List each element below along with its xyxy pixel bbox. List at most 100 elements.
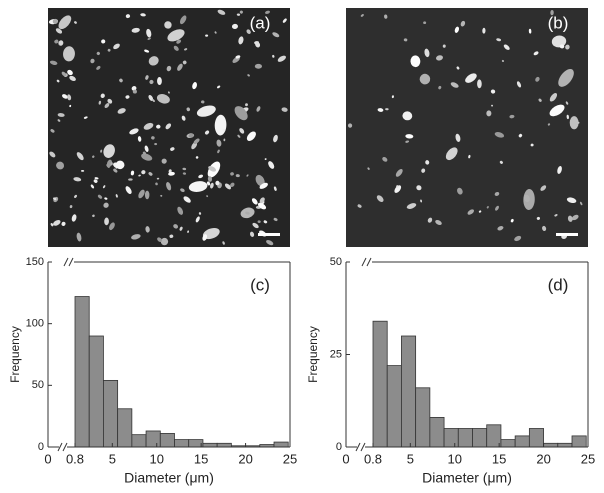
particle <box>217 9 226 15</box>
particle <box>273 217 278 221</box>
particle <box>71 214 77 222</box>
particle <box>107 98 113 104</box>
particle <box>265 10 270 14</box>
particle <box>518 133 523 138</box>
particle <box>478 210 482 213</box>
particle <box>186 107 191 112</box>
particle <box>146 28 152 38</box>
particle <box>282 18 287 23</box>
particle <box>148 94 154 101</box>
particle <box>177 206 184 215</box>
particle <box>148 56 159 66</box>
particle <box>125 186 132 195</box>
particle <box>76 152 84 161</box>
particle <box>131 27 140 33</box>
particle <box>164 21 172 29</box>
y-tick-label: 50 <box>330 256 342 268</box>
x-tick-label: 5 <box>109 451 116 466</box>
particle <box>460 20 466 27</box>
particle <box>528 28 532 34</box>
particle <box>257 202 267 210</box>
particle <box>69 104 72 108</box>
y-tick-label: 100 <box>26 318 44 330</box>
particle <box>535 76 540 82</box>
particle <box>113 43 120 50</box>
particle <box>405 134 414 139</box>
particle <box>245 211 250 215</box>
break-mark <box>366 257 372 267</box>
panel-label: (a) <box>250 13 271 32</box>
bar <box>159 433 175 448</box>
break-gap <box>357 444 365 450</box>
particle <box>259 197 265 204</box>
particle <box>491 104 493 107</box>
particle <box>360 14 364 17</box>
particle <box>101 39 106 44</box>
panel-label: (b) <box>548 13 569 32</box>
particle <box>104 197 108 200</box>
particle <box>206 181 211 186</box>
particle <box>245 103 248 107</box>
particle <box>54 39 59 44</box>
y-tick-label: 0 <box>38 441 44 453</box>
particle <box>188 181 208 193</box>
particle <box>200 100 205 104</box>
particle <box>445 147 458 161</box>
particle <box>454 26 460 33</box>
particle <box>102 185 106 189</box>
particle <box>247 74 250 77</box>
particle <box>57 113 65 117</box>
particle <box>554 214 558 217</box>
particle <box>410 55 421 68</box>
particle <box>161 158 167 164</box>
particle <box>148 172 153 176</box>
particle <box>523 194 530 203</box>
particle <box>239 128 245 134</box>
particle <box>157 80 161 84</box>
particle <box>67 69 73 76</box>
particle <box>236 13 241 16</box>
particle <box>56 161 65 170</box>
particle <box>195 156 199 159</box>
particle <box>156 94 170 104</box>
particle <box>382 157 388 162</box>
x-axis-label: Diameter (μm) <box>422 470 512 486</box>
break-gap <box>65 259 73 265</box>
particle <box>558 68 574 87</box>
particle <box>495 205 499 211</box>
particle <box>173 45 179 51</box>
particle <box>182 167 187 171</box>
particle <box>530 143 534 147</box>
particle <box>494 191 500 196</box>
particle <box>421 168 426 173</box>
particle <box>465 73 477 83</box>
particle <box>268 161 275 169</box>
particle <box>92 214 95 218</box>
particle <box>246 131 256 141</box>
particle <box>406 203 417 209</box>
particle <box>557 165 562 174</box>
x-tick-label: 20 <box>238 451 252 466</box>
particle <box>100 93 105 99</box>
x-axis-label: Diameter (μm) <box>124 470 214 486</box>
particle <box>188 133 194 138</box>
particle <box>423 21 427 25</box>
y-tick-label: 50 <box>32 379 44 391</box>
particle <box>90 58 95 64</box>
particle <box>402 111 413 121</box>
particle <box>457 187 463 195</box>
x-tick-label: 0.8 <box>66 451 84 466</box>
particle <box>566 197 577 203</box>
particle <box>455 133 461 142</box>
particle <box>179 15 187 25</box>
particle <box>396 185 399 188</box>
particle <box>196 105 216 117</box>
particle <box>62 94 68 99</box>
particle <box>142 151 146 155</box>
particle <box>147 37 151 40</box>
particle <box>239 10 243 14</box>
particle <box>49 60 58 65</box>
particle <box>376 195 384 202</box>
particle <box>540 185 547 191</box>
particle <box>427 217 433 223</box>
